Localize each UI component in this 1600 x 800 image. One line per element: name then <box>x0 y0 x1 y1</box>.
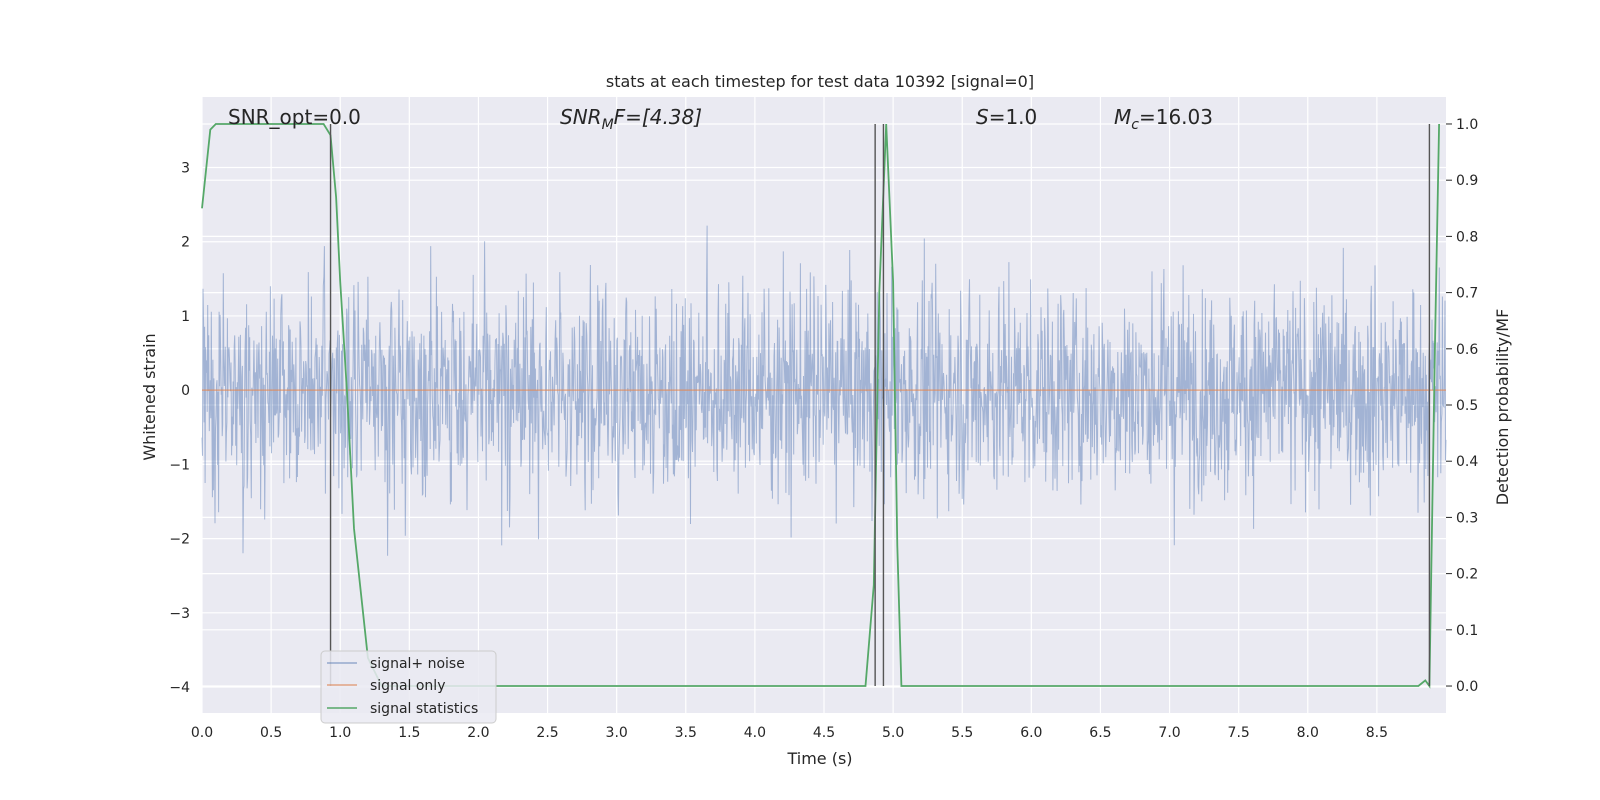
annotation-mc-rest: =16.03 <box>1139 105 1213 129</box>
y2-tick-label: 0.1 <box>1456 623 1478 639</box>
x-tick-label: 6.5 <box>1089 725 1111 741</box>
annotation-snr-mf-rest: F=[4.38] <box>614 105 702 129</box>
x-tick-label: 1.5 <box>398 725 420 741</box>
signal-noise-line <box>201 225 1447 556</box>
y2-tick-label: 0.8 <box>1456 229 1478 245</box>
x-tick-label: 7.0 <box>1158 725 1180 741</box>
x-tick-label: 2.0 <box>467 725 489 741</box>
y2-axis-label: Detection probability/MF <box>1493 309 1512 506</box>
x-tick-label: 2.5 <box>536 725 558 741</box>
legend-label-signal-statistics: signal statistics <box>370 701 478 717</box>
legend-label-signal-only: signal only <box>370 678 445 694</box>
x-tick-label: 3.0 <box>606 725 628 741</box>
x-tick-label: 1.0 <box>329 725 351 741</box>
annotation-snr-opt: SNR_opt=0.0 <box>228 105 361 129</box>
legend: signal+ noise signal only signal statist… <box>320 650 497 724</box>
y2-tick-label: 0.4 <box>1456 454 1478 470</box>
y-tick-label: −3 <box>169 606 190 622</box>
y-axis-label: Whitened strain <box>140 333 159 460</box>
series-lines <box>201 123 1446 689</box>
annotation-mc-base: M <box>1114 105 1131 129</box>
series-signal-noise <box>201 225 1447 556</box>
y-tick-label: 2 <box>181 235 190 251</box>
legend-box <box>320 650 497 724</box>
x-tick-label: 4.5 <box>813 725 835 741</box>
annotation-s: S=1.0 <box>976 105 1037 129</box>
y2-tick-label: 0.5 <box>1456 398 1478 414</box>
chart-title: stats at each timestep for test data 103… <box>606 72 1034 91</box>
x-tick-label: 3.5 <box>675 725 697 741</box>
x-tick-label: 0.0 <box>191 725 213 741</box>
y2-tick-label: 0.9 <box>1456 173 1478 189</box>
y-tick-label: −2 <box>169 532 190 548</box>
annotation-mc-sub: c <box>1131 117 1139 133</box>
annotation-snr-mf: SNRMF=[4.38] <box>560 105 702 133</box>
x-tick-label: 7.5 <box>1228 725 1250 741</box>
annotation-s-rest: =1.0 <box>989 105 1038 129</box>
y-axis-ticks: 3 2 1 0 −1 −2 −3 −4 <box>169 161 190 697</box>
y-tick-label: −4 <box>169 680 190 696</box>
annotation-snr-mf-sub: M <box>602 117 614 133</box>
y2-tick-label: 0.3 <box>1456 510 1478 526</box>
x-axis-ticks: 0.0 0.5 1.0 1.5 2.0 2.5 3.0 3.5 4.0 4.5 5.0 5.5 6.0 6… <box>191 725 1388 741</box>
x-tick-label: 5.5 <box>951 725 973 741</box>
annotation-mc: Mc=16.03 <box>1114 105 1213 133</box>
legend-label-signal-noise: signal+ noise <box>370 656 465 672</box>
annotation-s-label: S <box>976 105 989 129</box>
y2-axis-ticks: 1.0 0.9 0.8 0.7 0.6 0.5 0.4 0.3 0.2 0.1 0.0 <box>1446 117 1478 695</box>
vertical-markers <box>329 123 1431 687</box>
y2-tick-label: 1.0 <box>1456 117 1478 133</box>
y-tick-label: 3 <box>181 161 190 177</box>
x-tick-label: 5.0 <box>882 725 904 741</box>
x-tick-label: 0.5 <box>260 725 282 741</box>
y2-tick-label: 0.6 <box>1456 342 1478 358</box>
x-tick-label: 4.0 <box>744 725 766 741</box>
signal-statistics-line <box>201 123 1440 689</box>
x-tick-label: 8.5 <box>1366 725 1388 741</box>
y-tick-label: 1 <box>181 309 190 325</box>
x-tick-label: 8.0 <box>1297 725 1319 741</box>
y-tick-label: 0 <box>181 383 190 399</box>
y2-tick-label: 0.2 <box>1456 567 1478 583</box>
x-axis-label: Time (s) <box>786 749 852 768</box>
y2-tick-label: 0.0 <box>1456 679 1478 695</box>
y-tick-label: −1 <box>169 457 190 473</box>
y2-tick-label: 0.7 <box>1456 286 1478 302</box>
annotation-snr-mf-base: SNR <box>560 105 602 129</box>
x-tick-label: 6.0 <box>1020 725 1042 741</box>
